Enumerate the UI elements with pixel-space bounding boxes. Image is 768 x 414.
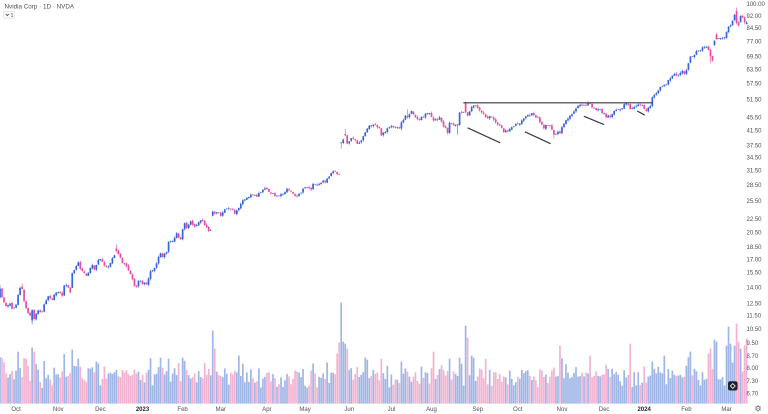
svg-text:28.50: 28.50 [747,183,763,189]
svg-text:25.50: 25.50 [747,199,763,205]
svg-text:Dec: Dec [599,407,610,413]
svg-text:41.50: 41.50 [747,129,763,135]
svg-text:Nov: Nov [557,407,568,413]
svg-text:20.50: 20.50 [747,230,763,236]
svg-text:63.50: 63.50 [747,67,763,73]
svg-text:92.00: 92.00 [747,14,763,20]
svg-text:37.50: 37.50 [747,143,763,149]
svg-text:31.50: 31.50 [747,168,763,174]
svg-text:22.50: 22.50 [747,217,763,223]
svg-text:51.50: 51.50 [747,98,763,104]
svg-text:15.50: 15.50 [747,271,763,277]
svg-text:14.00: 14.00 [747,285,763,291]
svg-text:6.70: 6.70 [747,392,759,398]
svg-text:Dec: Dec [95,407,106,413]
svg-text:Oct: Oct [11,407,21,413]
svg-text:Nov: Nov [53,407,64,413]
svg-text:Feb: Feb [681,407,692,413]
svg-text:Sep: Sep [472,407,483,413]
svg-text:7.30: 7.30 [747,379,759,385]
svg-text:Jun: Jun [344,407,354,413]
svg-text:8.00: 8.00 [747,366,759,372]
svg-text:11.50: 11.50 [747,314,762,320]
svg-text:18.50: 18.50 [747,245,763,251]
svg-text:100.00: 100.00 [747,2,766,8]
svg-text:17.00: 17.00 [747,257,763,263]
svg-text:Mar: Mar [721,407,731,413]
svg-text:Aug: Aug [426,407,437,413]
svg-text:69.50: 69.50 [747,54,763,60]
svg-text:Feb: Feb [177,407,188,413]
svg-text:2024: 2024 [638,407,652,413]
svg-text:12.50: 12.50 [747,302,763,308]
svg-text:57.50: 57.50 [747,82,763,88]
svg-text:8.70: 8.70 [747,354,759,360]
svg-text:45.50: 45.50 [747,115,763,121]
svg-text:9.50: 9.50 [747,341,759,347]
svg-text:1: 1 [10,13,13,19]
svg-text:10.50: 10.50 [747,327,763,333]
svg-text:2023: 2023 [136,407,150,413]
svg-text:Apr: Apr [262,407,271,413]
svg-text:34.50: 34.50 [747,155,763,161]
svg-text:Nvidia Corp · 1D · NVDA: Nvidia Corp · 1D · NVDA [5,4,75,11]
svg-text:84.50: 84.50 [747,26,763,32]
svg-text:Jul: Jul [388,407,396,413]
svg-text:77.00: 77.00 [747,40,763,46]
svg-text:Mar: Mar [216,407,226,413]
svg-text:Oct: Oct [513,407,523,413]
svg-text:May: May [299,407,310,413]
